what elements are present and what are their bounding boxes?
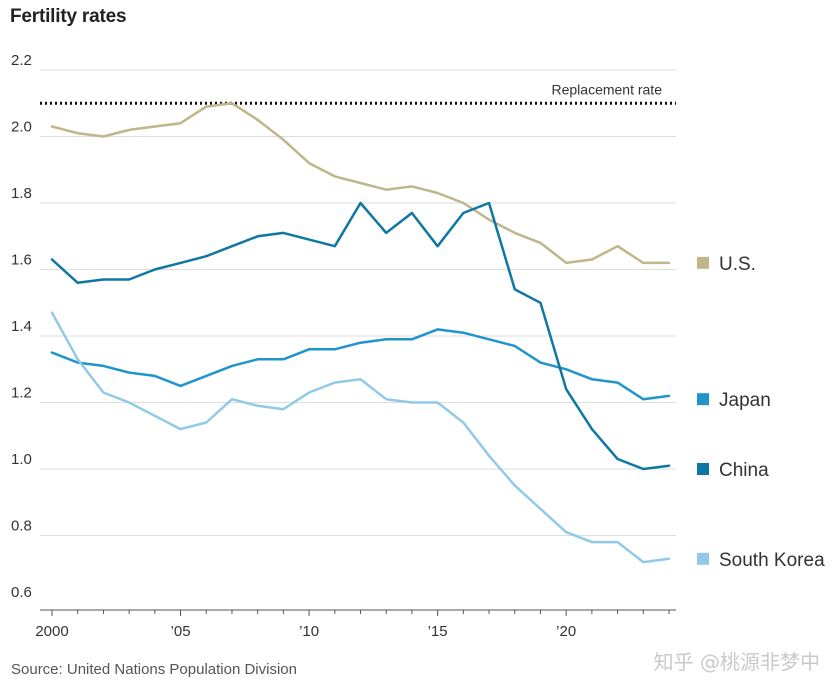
replacement-rate-label: Replacement rate (551, 81, 662, 97)
x-tick-label: 2000 (35, 623, 68, 640)
x-tick-label: ’10 (299, 623, 319, 640)
series-line-south-korea (50, 311, 671, 564)
grid-layer (40, 69, 676, 536)
x-tick-label: ’15 (428, 623, 448, 640)
y-tick-label: 2.2 (11, 52, 32, 69)
series-line-us (50, 102, 671, 265)
x-tick-label: ’20 (556, 623, 576, 640)
legend-label-us: U.S. (719, 254, 756, 275)
legend-swatch-south-korea (697, 552, 709, 565)
y-tick-label: 0.8 (11, 518, 32, 535)
legend-label-japan: Japan (719, 390, 771, 411)
series-line-japan (50, 328, 671, 401)
y-tick-label: 1.0 (11, 451, 32, 468)
y-tick-label: 0.6 (11, 584, 32, 601)
legend-swatch-japan (697, 393, 709, 406)
series-layer (50, 102, 671, 564)
legend-layer: U.S. Japan China South Korea (697, 254, 825, 571)
legend-label-china: China (719, 460, 769, 481)
source-note: Source: United Nations Population Divisi… (11, 661, 297, 678)
legend-label-south-korea: South Korea (719, 550, 825, 571)
fertility-chart: 0.6 0.8 1.0 1.2 1.4 1.6 1.8 2.0 2.2 2000 ’05 ’10 ’15… (11, 52, 825, 640)
legend-swatch-china (697, 463, 709, 475)
chart-title: Fertility rates (10, 6, 127, 27)
legend-swatch-us (697, 256, 709, 269)
y-tick-label: 2.0 (11, 119, 32, 136)
y-tick-label: 1.8 (11, 185, 32, 202)
x-tick-label: ’05 (171, 623, 191, 640)
series-line-china (50, 201, 671, 471)
y-tick-label: 1.6 (11, 252, 32, 269)
y-tick-label: 1.2 (11, 385, 32, 402)
y-tick-label: 1.4 (11, 318, 32, 335)
reference-layer: Replacement rate (40, 81, 676, 105)
watermark: 知乎 @桃源非梦中 (653, 650, 820, 674)
axis-layer: 0.6 0.8 1.0 1.2 1.4 1.6 1.8 2.0 2.2 2000 ’05 ’10 ’15… (11, 52, 676, 640)
